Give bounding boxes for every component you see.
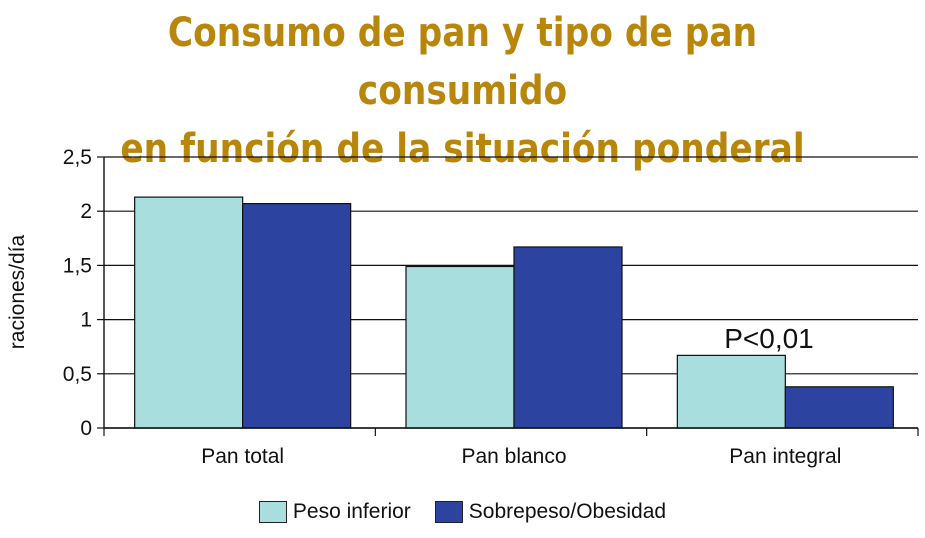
y-tick-label: 1 xyxy=(80,309,92,332)
legend-swatch-peso-inferior xyxy=(258,501,287,523)
legend-item-peso-inferior: Peso inferior xyxy=(258,500,411,524)
y-axis-label: raciones/día xyxy=(6,234,29,349)
bar-pan-integral-series-0 xyxy=(676,354,786,429)
y-tick-label: 0 xyxy=(80,417,92,440)
y-tick-label: 0,5 xyxy=(63,363,92,386)
legend: Peso inferior Sobrepeso/Obesidad xyxy=(0,500,925,524)
axes xyxy=(97,156,919,436)
y-tick-label: 2 xyxy=(80,200,92,223)
bar-pan-total-series-1 xyxy=(242,203,352,429)
y-tick-label: 1,5 xyxy=(63,254,92,277)
chart-title-line-1: Consumo de pan y tipo de pan consumido xyxy=(167,10,758,114)
x-tick-label: Pan integral xyxy=(729,445,841,468)
legend-item-sobrepeso-obesidad: Sobrepeso/Obesidad xyxy=(434,500,667,524)
x-tick-label: Pan blanco xyxy=(461,445,566,468)
y-tick-label: 2,5 xyxy=(63,146,92,169)
significance-annotation: P<0,01 xyxy=(724,323,814,354)
chart-title-line-2: en función de la situación ponderal xyxy=(120,126,805,172)
bar-pan-blanco-series-0 xyxy=(405,265,515,429)
bar-pan-integral-series-1 xyxy=(784,386,894,429)
axis-labels: 0 0,5 1 1,5 2 2,5 Pan total Pan blanco Pan integ… xyxy=(63,146,842,468)
bars xyxy=(134,196,894,429)
legend-swatch-sobrepeso-obesidad xyxy=(434,501,463,523)
legend-label-peso-inferior: Peso inferior xyxy=(292,500,411,523)
bar-pan-blanco-series-1 xyxy=(513,246,623,429)
legend-label-sobrepeso-obesidad: Sobrepeso/Obesidad xyxy=(468,500,667,523)
x-tick-label: Pan total xyxy=(201,445,284,468)
chart-title: Consumo de pan y tipo de pan consumido e… xyxy=(0,4,925,178)
bar-pan-total-series-0 xyxy=(134,196,244,429)
